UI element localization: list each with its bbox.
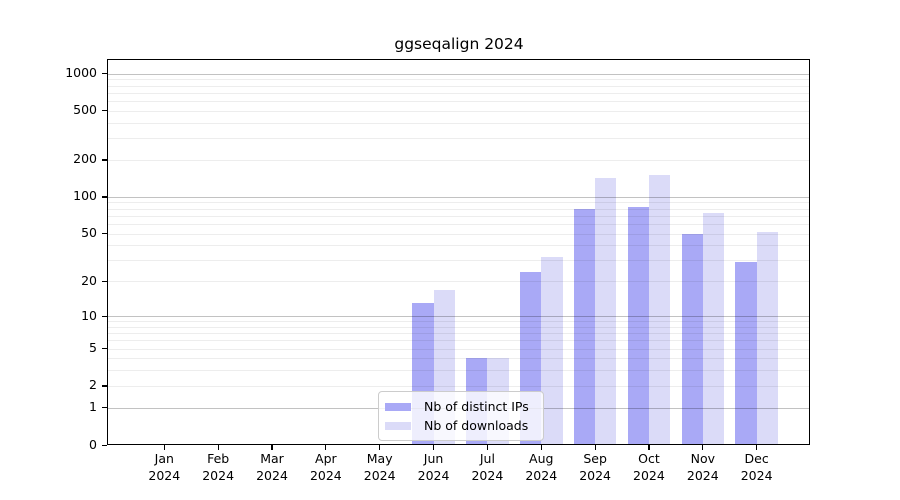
x-tick-mark [648,445,650,450]
x-tick-label: Dec 2024 [740,451,773,483]
x-tick-mark [271,445,273,450]
y-tick-label: 10 [81,307,97,323]
y-tick-label: 100 [73,188,97,204]
x-tick-mark [702,445,704,450]
x-tick-label: Mar 2024 [256,451,288,483]
y-tick-label: 50 [81,225,97,241]
y-tick-label: 1000 [65,65,97,81]
x-tick-label: Apr 2024 [309,451,342,483]
x-tick-mark [163,445,165,450]
x-tick-mark [217,445,219,450]
x-tick-label: Jul 2024 [471,451,504,483]
chart-title: ggseqalign 2024 [394,35,524,53]
x-tick-mark [756,445,758,450]
legend: Nb of distinct IPs Nb of downloads [378,391,544,441]
x-tick-mark [594,445,596,450]
x-tick-label: Nov 2024 [686,451,719,483]
y-tick-label: 500 [73,102,97,118]
plot-frame [107,59,810,445]
legend-label-distinct-ips: Nb of distinct IPs [424,399,529,414]
y-tick-label: 5 [89,340,97,356]
y-tick-label: 1 [89,399,97,415]
x-tick-label: Feb 2024 [202,451,235,483]
x-tick-mark [325,445,327,450]
legend-item-distinct-ips: Nb of distinct IPs [385,397,535,416]
x-tick-mark [379,445,381,450]
x-tick-label: Jun 2024 [417,451,450,483]
y-tick-label: 2 [89,377,97,393]
x-tick-label: May 2024 [363,451,396,483]
x-tick-mark [486,445,488,450]
x-tick-label: Jan 2024 [148,451,181,483]
y-tick-label: 0 [89,436,97,452]
y-tick-label: 200 [73,151,97,167]
legend-item-downloads: Nb of downloads [385,416,535,435]
x-tick-label: Aug 2024 [525,451,558,483]
legend-label-downloads: Nb of downloads [424,418,529,433]
legend-swatch-distinct-ips [385,402,411,411]
x-tick-label: Sep 2024 [579,451,611,483]
x-tick-label: Oct 2024 [633,451,665,483]
legend-swatch-downloads [385,421,411,430]
x-tick-mark [540,445,542,450]
y-tick-label: 20 [81,272,97,288]
x-tick-mark [432,445,435,450]
